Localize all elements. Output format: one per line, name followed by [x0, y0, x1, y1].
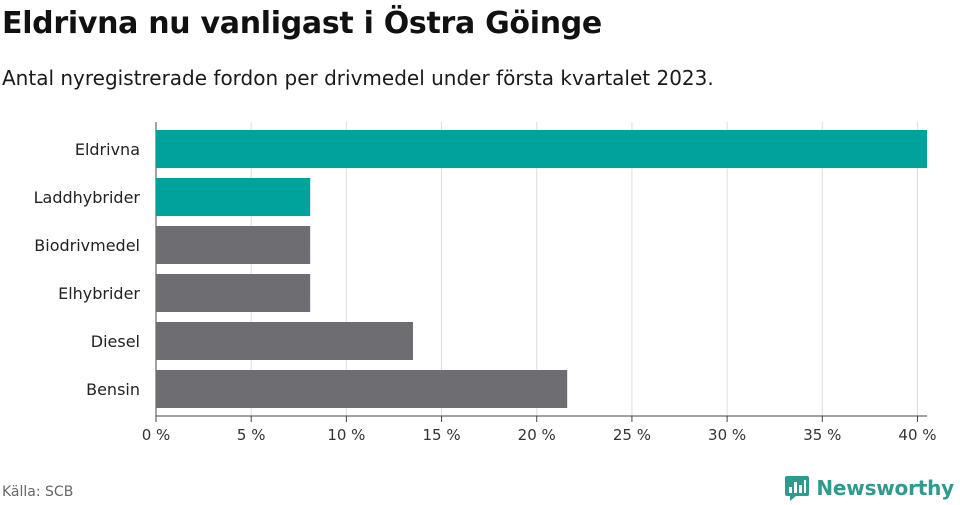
x-tick-label: 15 %	[423, 426, 461, 444]
chart-subtitle: Antal nyregistrerade fordon per drivmede…	[2, 66, 714, 90]
bar-bensin	[156, 370, 568, 408]
x-tick-label: 20 %	[518, 426, 556, 444]
grid-lines	[155, 122, 918, 416]
x-tick-label: 30 %	[708, 426, 746, 444]
bar-laddhybrider	[156, 178, 311, 216]
bar-diesel	[156, 322, 413, 360]
x-tick-label: 10 %	[327, 426, 365, 444]
x-axis: 0 % 5 % 10 % 15 % 20 % 25 % 30 % 35 % 40 %	[142, 415, 937, 444]
x-tick-label: 0 %	[142, 426, 171, 444]
category-labels: Eldrivna Laddhybrider Biodrivmedel Elhybrid…	[34, 140, 141, 399]
bar-eldrivna	[156, 130, 927, 168]
brand-name: Newsworthy	[816, 476, 954, 500]
x-tick-label: 40 %	[898, 426, 936, 444]
bar-biodrivmedel	[156, 226, 311, 264]
source-note: Källa: SCB	[2, 484, 74, 500]
newsworthy-icon	[785, 476, 810, 501]
bars	[156, 130, 927, 408]
newsworthy-logo: Newsworthy	[784, 474, 954, 502]
chart-title: Eldrivna nu vanligast i Östra Göinge	[2, 6, 602, 41]
bar-elhybrider	[156, 274, 311, 312]
category-label: Biodrivmedel	[34, 236, 140, 255]
x-tick-label: 5 %	[237, 426, 266, 444]
category-label: Eldrivna	[75, 140, 140, 159]
x-tick-label: 35 %	[803, 426, 841, 444]
category-label: Laddhybrider	[34, 188, 141, 207]
category-label: Diesel	[91, 332, 140, 351]
bar-chart: Eldrivna Laddhybrider Biodrivmedel Elhybrid…	[34, 122, 937, 444]
category-label: Bensin	[86, 380, 140, 399]
category-label: Elhybrider	[58, 284, 140, 303]
x-tick-label: 25 %	[613, 426, 651, 444]
